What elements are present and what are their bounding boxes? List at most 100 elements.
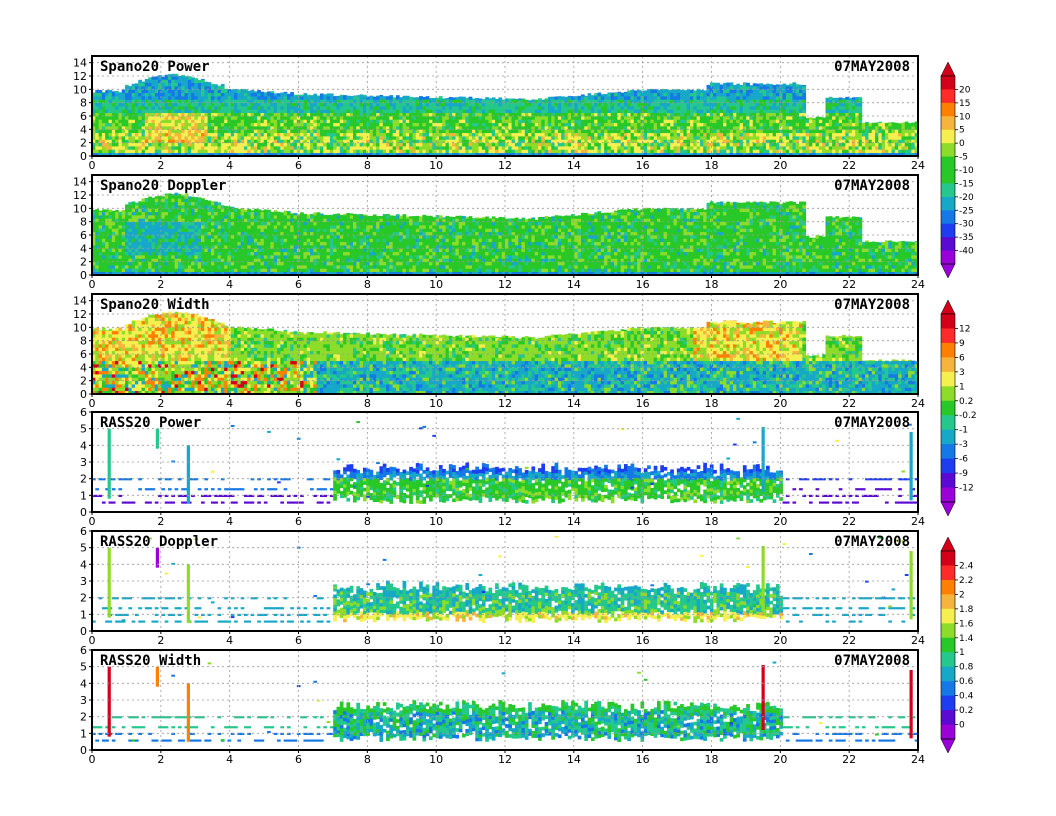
data-cell xyxy=(422,132,427,137)
data-cell xyxy=(597,136,602,140)
data-cell xyxy=(313,119,318,124)
data-cell xyxy=(392,142,397,147)
data-cell xyxy=(898,126,902,130)
data-cell xyxy=(422,99,427,104)
data-cell xyxy=(706,109,711,114)
data-cell xyxy=(339,122,344,127)
data-cell xyxy=(300,139,304,144)
data-cell xyxy=(319,102,324,107)
data-cell xyxy=(633,142,638,147)
data-cell xyxy=(395,149,400,154)
data-cell xyxy=(898,149,902,154)
data-cell xyxy=(376,95,380,97)
data-cell xyxy=(670,129,674,134)
data-cell xyxy=(191,102,195,107)
data-cell xyxy=(362,94,367,97)
data-cell xyxy=(756,132,760,137)
data-cell xyxy=(815,132,820,137)
data-cell xyxy=(587,109,592,114)
data-cell xyxy=(686,132,691,137)
data-cell xyxy=(541,149,546,154)
data-cell xyxy=(283,132,288,137)
data-cell xyxy=(501,139,506,144)
data-cell xyxy=(699,102,704,107)
data-cell xyxy=(101,261,106,266)
data-cell xyxy=(422,126,427,130)
data-cell xyxy=(379,99,384,104)
data-cell xyxy=(144,149,149,154)
data-cell xyxy=(871,149,876,154)
data-cell xyxy=(719,116,724,120)
data-cell xyxy=(498,152,503,157)
data-cell xyxy=(158,99,162,104)
data-cell xyxy=(554,122,559,127)
data-cell xyxy=(432,129,437,134)
data-cell xyxy=(286,119,291,124)
data-cell xyxy=(144,96,149,100)
data-cell xyxy=(197,149,202,154)
data-cell xyxy=(247,139,251,144)
data-cell xyxy=(134,112,139,117)
data-cell xyxy=(154,79,159,84)
data-cell xyxy=(683,96,688,100)
data-cell xyxy=(775,149,780,154)
data-cell xyxy=(597,92,602,97)
data-cell xyxy=(663,152,668,157)
data-cell xyxy=(756,89,760,94)
data-cell xyxy=(452,102,456,107)
data-cell xyxy=(742,92,747,97)
data-cell xyxy=(217,86,222,90)
data-cell xyxy=(277,129,281,134)
data-cell xyxy=(286,152,291,157)
data-cell xyxy=(158,139,162,144)
data-cell xyxy=(455,142,460,147)
data-cell xyxy=(511,152,516,157)
data-cell xyxy=(323,112,327,117)
data-cell xyxy=(402,152,407,157)
data-cell xyxy=(597,132,602,137)
data-cell xyxy=(590,95,595,97)
data-cell xyxy=(511,142,516,147)
data-cell xyxy=(696,102,701,107)
data-cell xyxy=(901,122,906,127)
data-cell xyxy=(604,146,608,150)
data-cell xyxy=(749,122,754,127)
data-cell xyxy=(280,139,285,144)
data-cell xyxy=(260,99,265,104)
data-cell xyxy=(630,139,635,144)
data-cell xyxy=(366,99,370,104)
data-cell xyxy=(237,129,242,134)
data-cell xyxy=(210,146,215,150)
data-cell xyxy=(432,149,437,154)
data-cell xyxy=(785,142,790,147)
data-cell xyxy=(524,119,529,124)
colorbar-label: -5 xyxy=(959,153,968,163)
data-cell xyxy=(607,106,612,110)
data-cell xyxy=(267,119,271,124)
data-cell xyxy=(835,109,840,114)
data-cell xyxy=(111,126,116,130)
data-cell xyxy=(214,109,218,114)
data-cell xyxy=(243,116,248,120)
data-cell xyxy=(528,122,532,127)
data-cell xyxy=(234,106,238,110)
data-cell xyxy=(191,112,195,117)
data-cell xyxy=(706,116,711,120)
data-cell xyxy=(779,92,783,97)
data-cell xyxy=(604,129,608,134)
data-cell xyxy=(187,136,192,140)
data-cell xyxy=(871,129,876,134)
data-cell xyxy=(243,152,248,157)
data-cell xyxy=(842,99,846,104)
data-cell xyxy=(637,106,641,110)
data-cell xyxy=(756,99,760,104)
data-cell xyxy=(908,126,912,130)
data-cell xyxy=(785,112,790,117)
data-cell xyxy=(197,142,202,147)
data-cell xyxy=(501,126,506,130)
data-cell xyxy=(250,112,255,117)
data-cell xyxy=(303,149,308,154)
data-cell xyxy=(749,139,754,144)
data-cell xyxy=(293,139,298,144)
data-cell xyxy=(723,89,727,94)
